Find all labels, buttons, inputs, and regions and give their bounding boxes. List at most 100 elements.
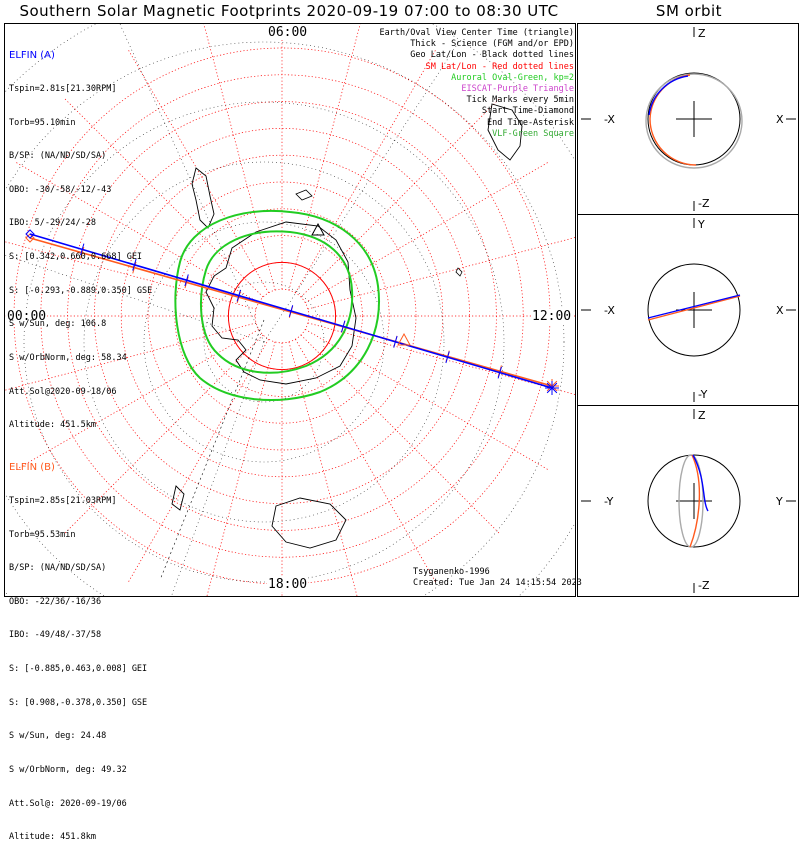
sm-latitude-circle <box>174 208 390 424</box>
elfin-b-line: S w/OrbNorm, deg: 49.32 <box>9 764 127 775</box>
island-outline <box>171 485 185 511</box>
clock-label-top: 06:00 <box>267 25 309 40</box>
south-america-outline <box>191 167 215 229</box>
elfin-b-line: OBO: -22/36/-16/36 <box>9 596 102 607</box>
elfin-b-name: ELFIN (B) <box>9 462 55 474</box>
axis-label-bottom: -Z <box>698 197 710 210</box>
legend-entry: End Time-Asterisk <box>487 117 574 128</box>
elfin-a-orbit <box>692 454 709 512</box>
elfin-a-name: ELFIN (A) <box>9 50 55 62</box>
orbit-panel-yz: Z -Z -Y Y <box>581 409 796 593</box>
elfin-a-line: Torb=95.10min <box>9 117 76 128</box>
elfin-a-line: S: [0.342,0.660,0.668] GEI <box>9 252 143 263</box>
axis-label-bottom: -Y <box>698 388 708 401</box>
elfin-b-line: S: [0.908,-0.378,0.350] GSE <box>9 697 148 708</box>
created-timestamp: Created: Tue Jan 24 14:15:54 2023 <box>413 578 582 588</box>
geo-latitude-circle <box>23 101 505 583</box>
axis-label-left: -X <box>604 113 615 126</box>
legend-entry: Thick - Science (FGM and/or EPD) <box>410 39 574 50</box>
polar-footprint-plot: Z -Z -X X Y -Y -X X Z -Z -Y Y <box>5 24 796 596</box>
africa-outline <box>487 103 523 161</box>
clock-label-left: 00:00 <box>6 309 48 324</box>
legend-entry: SM Lat/Lon - Red dotted lines <box>425 61 574 72</box>
orbit-panel-xz: Z -Z -X X <box>581 27 796 211</box>
track-tick <box>393 335 398 348</box>
axis-label-left: -X <box>604 304 615 317</box>
track-tick <box>132 261 137 274</box>
elfin-a-line: IBO: 5/-29/24/-28 <box>9 218 96 229</box>
auroral-oval-outer <box>174 209 380 401</box>
geo-meridian-line <box>263 39 461 343</box>
elfin-a-line: S w/Sun, deg: 106.8 <box>9 319 107 330</box>
orbit-path <box>645 73 743 169</box>
geo-latitude-circle <box>203 281 325 403</box>
track-tick <box>288 305 294 317</box>
geo-latitude-circle <box>143 221 385 463</box>
earth-circle <box>647 454 741 548</box>
elfin-a-orbit <box>647 294 741 319</box>
legend-entry: VLF-Green Square <box>492 128 574 139</box>
clock-label-right: 12:00 <box>531 309 573 324</box>
elfin-a-line: Att.Sol@2020-09-18/06 <box>9 386 117 397</box>
satellite-tracks <box>25 222 559 395</box>
track-tick <box>341 320 346 333</box>
elfin-b-line: Torb=95.53min <box>9 529 76 540</box>
axis-label-top: Z <box>698 409 706 422</box>
island-outline <box>295 189 313 201</box>
legend-entry: Earth/Oval View Center Time (triangle) <box>379 28 574 38</box>
clock-label-bottom: 18:00 <box>267 577 309 592</box>
elfin-a-line: B/SP: (NA/ND/SD/SA) <box>9 151 107 162</box>
elfin-b-orbit <box>689 454 701 548</box>
geographic-map <box>5 24 575 596</box>
sm-latitude-circle <box>147 181 417 451</box>
track-tick <box>132 258 137 271</box>
island-outline <box>455 267 463 277</box>
orbit-panel-xz-frame <box>577 23 799 215</box>
sm-pole-circle <box>227 261 337 371</box>
track-tick <box>184 276 189 289</box>
elfin-a-track <box>25 229 559 395</box>
axis-label-right: X <box>776 113 784 126</box>
elfin-b-line: Att.Sol@: 2020-09-19/06 <box>9 798 127 809</box>
axis-label-top: Z <box>698 27 706 40</box>
orbit-title: SM orbit <box>655 2 723 20</box>
geo-latitude-circle <box>5 41 565 596</box>
legend-entry: Auroral Oval-Green, kp=2 <box>451 72 574 83</box>
elfin-a-line: Altitude: 451.5km <box>9 420 96 431</box>
orbit-panel-yz-frame <box>577 405 799 597</box>
page-title: Southern Solar Magnetic Footprints 2020-… <box>19 2 559 20</box>
legend-entry: Start Time-Diamond <box>481 106 574 117</box>
track-tick <box>236 289 241 302</box>
australia-outline <box>271 497 347 549</box>
earth-view-triangle <box>311 222 325 236</box>
polar-plot-frame <box>4 23 576 597</box>
elfin-a-info: ELFIN (A) Tspin=2.81s[21.30RPM] Torb=95.… <box>9 28 152 443</box>
elfin-b-line: Altitude: 451.8km <box>9 832 96 843</box>
legend: Earth/Oval View Center Time (triangle) Th… <box>380 28 574 140</box>
axis-label-right: X <box>776 304 784 317</box>
elfin-b-line: Tspin=2.85s[21.03RPM] <box>9 496 117 507</box>
orbit-panel-xy: Y -Y -X X <box>581 218 796 402</box>
elfin-b-line: IBO: -49/48/-37/58 <box>9 630 102 641</box>
orbit-path <box>678 454 704 548</box>
elfin-b-orbit <box>647 295 741 321</box>
elfin-a-line: OBO: -30/-58/-12/-43 <box>9 184 112 195</box>
elfin-a-orbit <box>648 75 689 116</box>
track-start-diamond <box>25 233 35 243</box>
track-tick <box>497 366 502 379</box>
track-start-diamond <box>25 229 35 239</box>
orbit-panel-xy-frame <box>577 214 799 406</box>
legend-entry: Geo Lat/Lon - Black dotted lines <box>410 50 574 61</box>
elfin-a-line: S w/OrbNorm, deg: 58.34 <box>9 352 127 363</box>
legend-entry: Tick Marks every 5min <box>466 95 574 106</box>
elfin-b-line: B/SP: (NA/ND/SD/SA) <box>9 563 107 574</box>
axis-label-right: Y <box>775 495 783 508</box>
elfin-b-line: S: [-0.885,0.463,0.008] GEI <box>9 664 148 675</box>
geo-reference-line <box>159 319 265 581</box>
geo-meridian-line <box>5 254 265 343</box>
elfin-b-line: S w/Sun, deg: 24.48 <box>9 731 107 742</box>
track-tick <box>445 351 450 364</box>
elfin-a-line: Tspin=2.81s[21.30RPM] <box>9 84 117 95</box>
elfin-b-view-triangle <box>397 332 411 346</box>
elfin-a-line: S: [-0.293,-0.889,0.350] GSE <box>9 285 153 296</box>
